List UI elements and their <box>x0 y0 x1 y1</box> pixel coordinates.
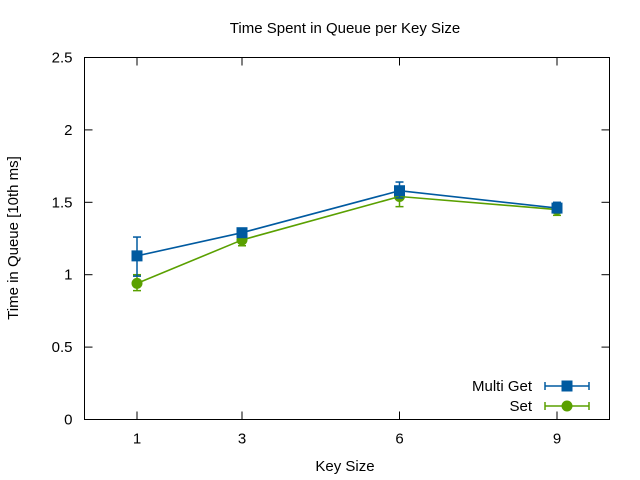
data-point <box>131 250 143 262</box>
y-tick-label: 1.5 <box>52 194 73 211</box>
series-line-multi-get <box>136 189 558 257</box>
x-tick-label: 9 <box>553 431 561 448</box>
ticks-layer: 0 0.5 1 1.5 2 2.5 1 3 6 9 <box>52 50 610 448</box>
x-axis-label: Key Size <box>315 458 374 475</box>
data-point <box>551 202 563 214</box>
y-axis-label: Time in Queue [10th ms] <box>5 156 22 320</box>
legend: Multi Get Set <box>472 378 590 415</box>
x-tick-label: 3 <box>238 431 246 448</box>
y-tick-label: 2.5 <box>52 50 73 67</box>
y-tick-label: 1 <box>64 267 72 284</box>
legend-label-multi-get: Multi Get <box>472 378 533 395</box>
data-point <box>394 185 405 197</box>
legend-marker <box>561 400 573 412</box>
series-layer <box>131 181 563 292</box>
legend-label-set: Set <box>509 398 532 415</box>
data-point <box>131 277 143 289</box>
data-point <box>236 227 248 239</box>
series-multi-get <box>131 181 563 277</box>
series-line-set <box>136 195 558 285</box>
x-tick-label: 1 <box>133 431 141 448</box>
chart-title: Time Spent in Queue per Key Size <box>230 20 460 37</box>
plot-frame <box>84 57 610 420</box>
series-set <box>131 189 563 292</box>
y-tick-label: 0 <box>64 412 72 429</box>
y-tick-label: 2 <box>64 122 72 139</box>
x-tick-label: 6 <box>395 431 403 448</box>
y-tick-label: 0.5 <box>52 339 73 356</box>
legend-marker <box>561 380 573 392</box>
